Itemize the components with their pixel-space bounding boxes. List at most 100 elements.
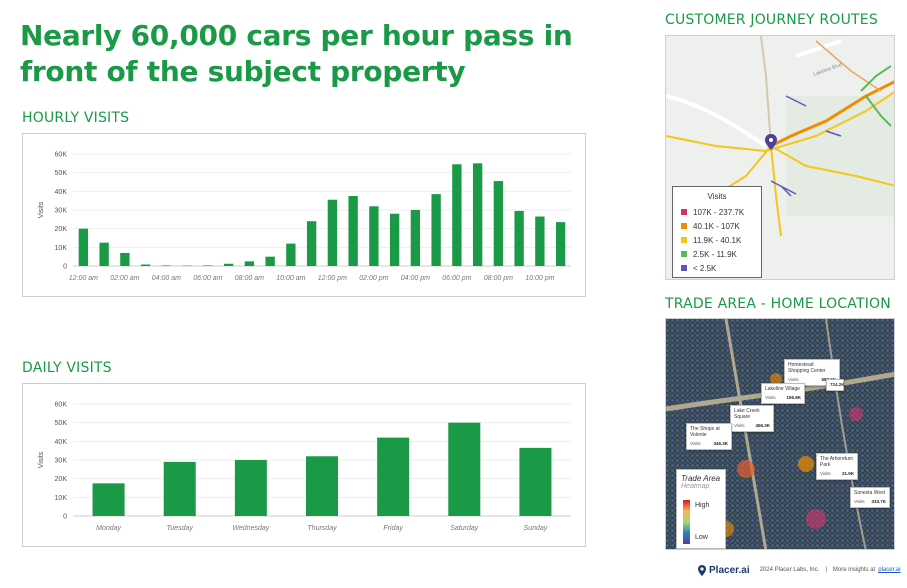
poi-name: The Arboretum Park [820, 456, 854, 468]
bar [265, 256, 275, 266]
routes-legend-row: 107K - 237.7K [681, 205, 753, 219]
footer-more: More insights at [832, 567, 876, 573]
y-tick-label: 40K [55, 439, 68, 446]
bar [92, 483, 125, 516]
bar [120, 252, 130, 266]
poi-card[interactable]: Lake Creek Square Visits 456.3K [730, 405, 774, 432]
x-tick-label: Saturday [450, 525, 479, 532]
hourly-visits-title: HOURLY VISITS [22, 110, 130, 126]
x-tick-label: 04:00 am [152, 275, 181, 282]
bar [448, 422, 481, 516]
poi-visits: Visits 333.7K [854, 499, 886, 505]
bar [306, 221, 317, 266]
bar [519, 447, 552, 516]
trade-area-title: TRADE AREA - HOME LOCATION [665, 296, 891, 312]
x-tick-label: Monday [96, 525, 121, 532]
poi-card[interactable]: Lakeline Village Visits 155.8K [761, 383, 805, 404]
bar [514, 210, 524, 266]
poi-visits-label: Visits [690, 441, 701, 446]
x-tick-label: 08:00 am [235, 275, 264, 282]
routes-legend-row: 11.9K - 40.1K [681, 233, 753, 247]
bar [203, 265, 213, 266]
legend-swatch [681, 265, 687, 271]
footer: Placer.ai 2024 Placer Labs, Inc. | More … [698, 562, 901, 578]
y-tick-label: 10K [55, 245, 68, 252]
poi-visits-label: Visits [820, 471, 831, 476]
footer-brand: Placer.ai [709, 564, 750, 576]
routes-legend-label: 2.5K - 11.9K [693, 249, 737, 259]
poi-card[interactable]: The Shops at Volente Visits 346.3K [686, 423, 732, 450]
x-tick-label: 12:00 am [69, 275, 98, 282]
trade-area-legend-sub: Heatmap [681, 483, 710, 490]
poi-visits-label: Visits [734, 423, 745, 428]
y-tick-label: 60K [55, 152, 68, 159]
bar [244, 261, 255, 266]
bar [140, 264, 151, 266]
poi-card[interactable]: The Arboretum Park Visits 31.9K [816, 453, 858, 480]
legend-swatch [681, 209, 687, 215]
poi-name: Lake Creek Square [734, 408, 760, 420]
poi-visits: Visits 31.9K [820, 471, 854, 477]
bar [369, 206, 379, 266]
poi-visits-value: 333.7K [871, 499, 886, 504]
trade-area-legend: Trade Area Heatmap High Low [676, 469, 726, 549]
x-tick-label: 10:00 am [276, 275, 305, 282]
journey-routes-map[interactable]: Lakeline Blvd Visits 107K - 237.7K 40.1K… [665, 35, 895, 280]
y-tick-label: 20K [55, 226, 68, 233]
poi-name: Homestead Shopping Center [788, 362, 826, 374]
bar [327, 199, 338, 266]
heat-gradient-bar [683, 500, 690, 544]
poi-visits-value: 346.3K [713, 441, 728, 446]
trade-area-legend-title: Trade Area [681, 474, 721, 483]
routes-legend-label: 40.1K - 107K [693, 221, 740, 231]
x-tick-label: 08:00 pm [484, 275, 513, 282]
daily-visits-title: DAILY VISITS [22, 360, 112, 376]
x-tick-label: 04:00 pm [401, 275, 430, 282]
x-tick-label: 12:00 pm [318, 275, 347, 282]
y-axis-label: Visits [38, 201, 45, 218]
bar [535, 216, 545, 266]
x-tick-label: Wednesday [232, 525, 269, 532]
footer-separator: | [825, 567, 827, 573]
y-tick-label: 30K [55, 458, 68, 465]
poi-visits: Visits 155.8K [765, 395, 801, 401]
routes-legend-label: 107K - 237.7K [693, 207, 745, 217]
page-headline: Nearly 60,000 cars per hour pass in fron… [20, 19, 573, 88]
poi-card[interactable]: Sonesta West Visits 333.7K [850, 487, 890, 508]
routes-legend-label: 11.9K - 40.1K [693, 235, 742, 245]
hourly-visits-svg: 0 10K 20K 30K 40K 50K 60K Visits 12:00 am 02:00 a… [38, 152, 571, 282]
routes-legend-title: Visits [707, 192, 727, 201]
legend-swatch [681, 251, 687, 257]
bar [286, 243, 296, 266]
footer-link[interactable]: placer.ai [878, 567, 901, 573]
location-pin-icon [765, 134, 777, 150]
y-tick-label: 50K [55, 420, 68, 427]
x-tick-label: 06:00 am [193, 275, 222, 282]
poi-visits-label: Visits [854, 499, 865, 504]
x-tick-label: 02:00 am [110, 275, 139, 282]
bar [348, 196, 358, 266]
x-tick-label: 02:00 pm [359, 275, 388, 282]
y-tick-label: 60K [55, 402, 68, 409]
daily-visits-svg: 0 10K 20K 30K 40K 50K 60K Visits Monday Tuesday We… [38, 402, 571, 532]
bar [78, 228, 89, 266]
heat-high-label: High [695, 502, 710, 509]
poi-visits-value: 155.8K [786, 395, 801, 400]
poi-card[interactable]: 724.2K [826, 379, 845, 391]
routes-legend-row: 2.5K - 11.9K [681, 247, 753, 261]
poi-visits-value: 724.2K [830, 382, 845, 387]
x-tick-label: Tuesday [167, 525, 194, 532]
x-tick-label: 10:00 pm [525, 275, 554, 282]
bar [493, 181, 504, 266]
routes-legend-row: < 2.5K [681, 261, 753, 275]
bar [163, 461, 196, 516]
daily-visits-chart: 0 10K 20K 30K 40K 50K 60K Visits Monday Tuesday We… [22, 383, 586, 547]
y-tick-label: 10K [55, 495, 68, 502]
poi-card[interactable]: Homestead Shopping Center Visits597.3K [784, 359, 840, 386]
y-axis-label: Visits [38, 451, 45, 468]
bar [377, 437, 410, 516]
y-tick-label: 20K [55, 476, 68, 483]
trade-area-map[interactable]: Homestead Shopping Center Visits597.3K 7… [665, 318, 895, 550]
routes-legend-row: 40.1K - 107K [681, 219, 753, 233]
poi-name: Sonesta West [854, 490, 886, 496]
